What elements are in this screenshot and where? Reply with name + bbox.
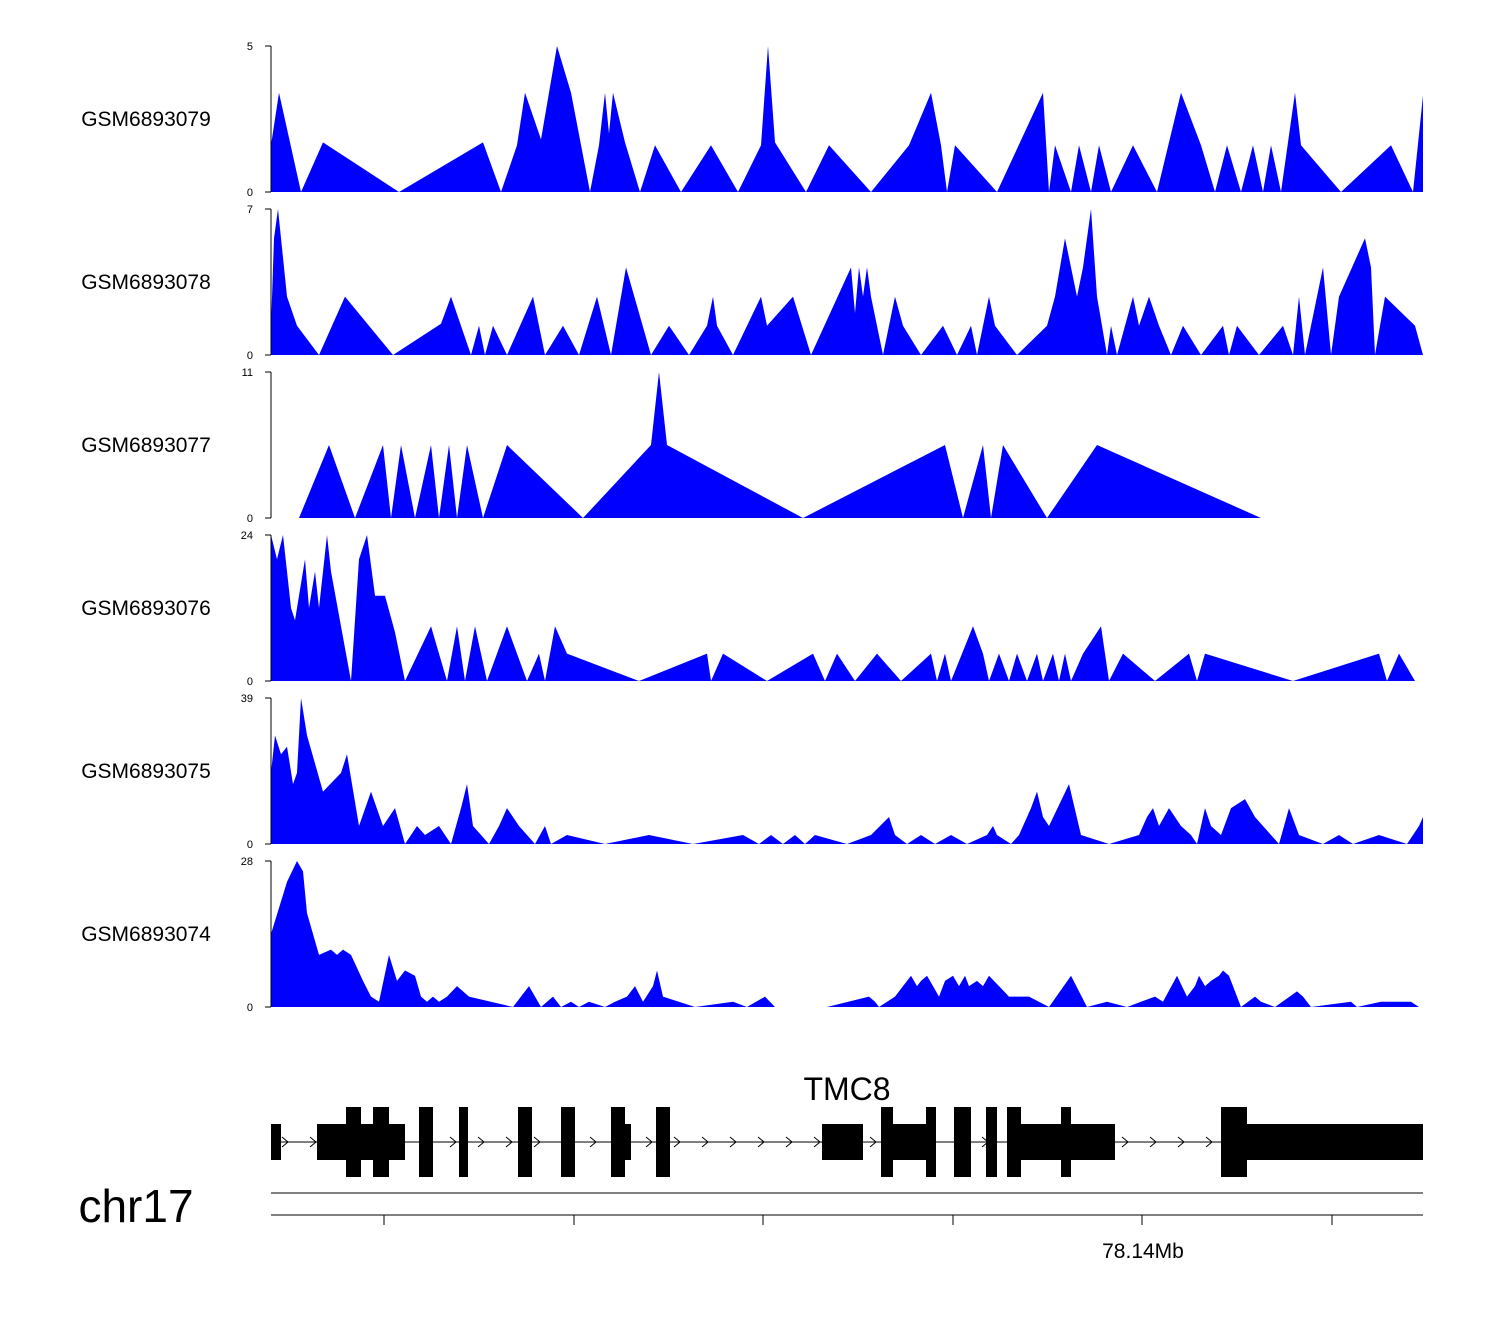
exon-cds	[459, 1107, 468, 1177]
y-zero-label: 0	[247, 676, 253, 688]
genome-axis: chr17 78.14Mb	[78, 1180, 1423, 1263]
y-max-label: 11	[242, 367, 253, 379]
exon-cds	[1007, 1107, 1021, 1177]
strand-arrow	[281, 1136, 289, 1148]
strand-arrow	[757, 1136, 765, 1148]
strand-arrow	[869, 1136, 877, 1148]
strand-arrow	[477, 1136, 485, 1148]
strand-arrow	[589, 1136, 597, 1148]
y-zero-label: 0	[247, 839, 253, 851]
coverage-area	[271, 46, 1423, 192]
strand-arrow	[813, 1136, 821, 1148]
coverage-tracks: 5 0 GSM6893079 7 0 GSM6893078 11 0 GSM6893077 24 0…	[81, 41, 1423, 1014]
coverage-area	[271, 535, 1415, 681]
strand-arrow	[1149, 1136, 1157, 1148]
track-label: GSM6893076	[81, 597, 211, 620]
exon-cds	[881, 1107, 893, 1177]
gene-model	[271, 1107, 1423, 1177]
y-zero-label: 0	[247, 350, 253, 362]
chromosome-label: chr17	[78, 1180, 193, 1232]
coverage-area	[299, 372, 1261, 518]
exon-cds	[373, 1107, 389, 1177]
exon-utr	[1021, 1124, 1061, 1160]
exon-utr	[1071, 1124, 1115, 1160]
track-label: GSM6893075	[81, 760, 211, 783]
y-zero-label: 0	[247, 1002, 253, 1014]
y-zero-label: 0	[247, 187, 253, 199]
y-max-label: 39	[241, 693, 253, 705]
exon-utr	[822, 1124, 863, 1160]
track-GSM6893077: 11 0 GSM6893077	[81, 367, 1261, 525]
axis-ticks	[383, 1215, 1333, 1225]
gene-track: TMC8	[271, 1071, 1423, 1177]
strand-arrow	[701, 1136, 709, 1148]
exon-cds	[656, 1107, 670, 1177]
y-max-label: 28	[241, 856, 253, 868]
track-label: GSM6893077	[81, 434, 211, 457]
exon-utr	[893, 1124, 926, 1160]
strand-arrow	[449, 1136, 457, 1148]
exon-cds	[561, 1107, 575, 1177]
exon-cds	[518, 1107, 532, 1177]
y-max-label: 5	[247, 41, 253, 53]
y-max-label: 7	[247, 204, 253, 216]
strand-arrow	[645, 1136, 653, 1148]
exon-cds	[419, 1107, 433, 1177]
exon-utr	[1247, 1124, 1423, 1160]
track-label: GSM6893078	[81, 271, 211, 294]
strand-arrow	[505, 1136, 513, 1148]
strand-arrow	[1177, 1136, 1185, 1148]
exon-utr	[389, 1124, 405, 1160]
exon-cds	[954, 1107, 971, 1177]
exon-utr	[361, 1124, 373, 1160]
coverage-area	[271, 698, 1423, 844]
coverage-area	[271, 861, 1419, 1007]
track-label: GSM6893074	[81, 923, 211, 946]
exon-cds	[1061, 1107, 1071, 1177]
strand-arrow	[729, 1136, 737, 1148]
exon-utr	[625, 1124, 631, 1160]
exon-utr	[317, 1124, 346, 1160]
track-GSM6893079: 5 0 GSM6893079	[81, 41, 1423, 199]
exon-cds	[611, 1107, 625, 1177]
track-GSM6893076: 24 0 GSM6893076	[81, 530, 1415, 688]
coverage-area	[271, 209, 1423, 355]
y-zero-label: 0	[247, 513, 253, 525]
exon-utr	[271, 1124, 281, 1160]
strand-arrow	[1121, 1136, 1129, 1148]
track-GSM6893074: 28 0 GSM6893074	[81, 856, 1419, 1014]
strand-arrow	[673, 1136, 681, 1148]
track-label: GSM6893079	[81, 108, 211, 131]
y-max-label: 24	[241, 530, 253, 542]
strand-arrow	[1205, 1136, 1213, 1148]
track-GSM6893075: 39 0 GSM6893075	[81, 693, 1423, 851]
exon-cds	[346, 1107, 361, 1177]
strand-arrow	[785, 1136, 793, 1148]
strand-arrow	[533, 1136, 541, 1148]
position-label: 78.14Mb	[1102, 1240, 1184, 1263]
exon-cds	[926, 1107, 936, 1177]
exon-cds	[986, 1107, 997, 1177]
track-GSM6893078: 7 0 GSM6893078	[81, 204, 1423, 362]
exon-cds	[1221, 1107, 1247, 1177]
strand-arrow	[309, 1136, 317, 1148]
gene-label: TMC8	[803, 1071, 890, 1107]
